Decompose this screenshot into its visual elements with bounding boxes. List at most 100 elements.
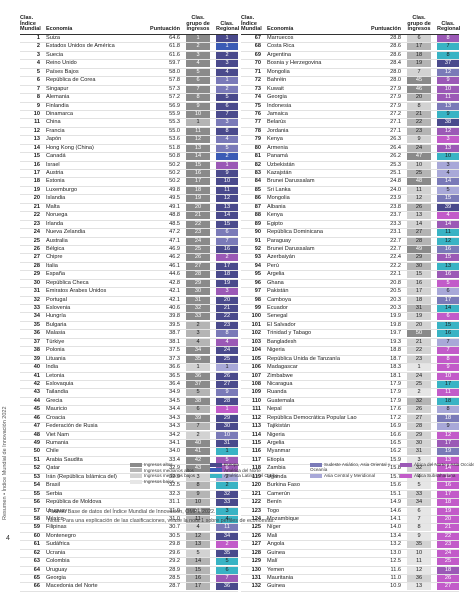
- rank-cell: 128: [251, 549, 261, 556]
- table-row: 127 Angola 13.2 35 23: [241, 541, 459, 550]
- score-cell: 30.5: [169, 532, 180, 539]
- regional-rank: 6: [437, 288, 459, 296]
- rank-cell: 67: [254, 35, 261, 41]
- rank-cell: 61: [33, 541, 40, 548]
- income-group-rank: 19: [407, 60, 431, 68]
- economy-cell: Lituania: [46, 355, 66, 362]
- economy-cell: Georgia: [46, 575, 66, 581]
- score-cell: 58.0: [169, 68, 180, 75]
- economy-cell: Azerbaiyán: [267, 254, 295, 261]
- table-row: 104 Nigeria 18.8 22 7: [241, 347, 459, 356]
- score-cell: 17.2: [390, 414, 401, 421]
- income-group-rank: 23: [186, 229, 210, 237]
- regional-rank: 2: [216, 482, 238, 490]
- table-row: 111 Nepal 17.6 26 8: [241, 406, 459, 415]
- rank-cell: 110: [251, 397, 261, 404]
- table-row: 70 Bosnia y Herzegovina 28.4 19 37: [241, 60, 459, 69]
- score-cell: 27.2: [390, 110, 401, 117]
- income-group-rank: 15: [186, 161, 210, 169]
- economy-cell: República Checa: [46, 279, 89, 286]
- regional-rank: 28: [216, 397, 238, 405]
- regional-rank: 16: [437, 271, 459, 279]
- table-row: 61 Sudáfrica 29.8 13 2: [20, 541, 238, 550]
- table-row: 17 Austria 50.2 16 9: [20, 170, 238, 179]
- economy-cell: Finlandia: [46, 102, 69, 109]
- regional-rank: 5: [216, 94, 238, 102]
- economy-cell: Malasia: [46, 330, 66, 337]
- rank-cell: 35: [33, 321, 40, 328]
- score-cell: 14.6: [390, 507, 401, 514]
- table-row: 120 Burkina Faso 15.6 5 16: [241, 482, 459, 491]
- income-group-rank: 32: [407, 465, 431, 473]
- score-cell: 22.2: [390, 262, 401, 269]
- rank-cell: 114: [251, 431, 261, 438]
- table-row: 122 Benín 14.9 34 18: [241, 499, 459, 508]
- score-cell: 57.2: [169, 94, 180, 101]
- economy-cell: Qatar: [46, 465, 60, 472]
- rank-cell: 91: [254, 237, 261, 244]
- income-group-rank: 16: [186, 575, 210, 583]
- income-group-rank: 14: [407, 220, 431, 228]
- legend-label: América del Norte: [224, 467, 261, 473]
- table-row: 20 Islandia 49.5 19 12: [20, 195, 238, 204]
- economy-cell: Camerún: [267, 490, 291, 497]
- legend-swatch: [130, 473, 142, 478]
- score-cell: 55.0: [169, 127, 180, 134]
- economy-cell: Brunei Darussalam: [267, 245, 315, 252]
- economy-cell: Arabia Saudita: [46, 456, 83, 463]
- score-cell: 24.0: [390, 186, 401, 193]
- rank-cell: 7: [36, 85, 40, 92]
- income-group-rank: 16: [407, 279, 431, 287]
- income-group-rank: 20: [186, 203, 210, 211]
- regional-rank: 6: [216, 465, 238, 473]
- score-cell: 34.3: [169, 414, 180, 421]
- income-group-rank: 19: [407, 313, 431, 321]
- score-cell: 40.6: [169, 305, 180, 311]
- table-row: 106 Madagascar 18.3 1 9: [241, 364, 459, 373]
- score-cell: 19.7: [390, 330, 401, 337]
- economy-cell: Kuwait: [267, 85, 284, 92]
- income-group-rank: 26: [186, 254, 210, 262]
- rank-cell: 5: [36, 68, 40, 75]
- income-group-rank: 13: [407, 583, 431, 591]
- regional-rank: 12: [216, 195, 238, 203]
- regional-rank: 29: [216, 414, 238, 422]
- income-group-rank: 14: [186, 558, 210, 566]
- score-cell: 42.1: [169, 296, 180, 303]
- regional-rank: 3: [437, 136, 459, 144]
- rank-cell: 15: [33, 153, 40, 160]
- economy-cell: Chile: [46, 448, 59, 455]
- header-region: Clas. Regional: [437, 20, 461, 33]
- score-cell: 28.0: [390, 68, 401, 75]
- table-row: 32 Portugal 42.1 31 20: [20, 296, 238, 305]
- rank-cell: 116: [251, 448, 261, 455]
- score-cell: 15.8: [390, 465, 401, 472]
- table-row: 37 Türkiye 38.1 4 4: [20, 338, 238, 348]
- income-group-rank: 1: [186, 35, 210, 43]
- table-row: 30 República Checa 42.8 29 19: [20, 279, 238, 289]
- economy-cell: El Salvador: [267, 321, 296, 328]
- table-row: 38 Polonia 37.5 34 24: [20, 347, 238, 356]
- regional-rank: 15: [437, 195, 459, 203]
- economy-cell: Bosnia y Herzegovina: [267, 60, 322, 67]
- score-cell: 14.1: [390, 515, 401, 522]
- regional-rank: 36: [216, 583, 238, 591]
- economy-cell: Israel: [46, 161, 60, 168]
- legend-item-region: América del Norte: [210, 468, 298, 473]
- header-group: Clas. grupo de ingresos: [186, 15, 210, 33]
- regional-rank: 35: [216, 549, 238, 557]
- regional-rank: 22: [216, 313, 238, 321]
- table-row: 88 Kenya 23.7 13 4: [241, 212, 459, 221]
- economy-cell: Costa Rica: [267, 43, 295, 50]
- economy-cell: Nigeria: [267, 347, 285, 354]
- table-row: 87 Albania 23.8 26 39: [241, 203, 459, 213]
- score-cell: 33.4: [169, 456, 180, 463]
- economy-cell: República de Moldova: [46, 499, 102, 506]
- rank-cell: 71: [254, 68, 261, 75]
- table-row: 7 Singapur 57.3 7 2: [20, 85, 238, 95]
- regional-rank: 17: [437, 490, 459, 498]
- rank-cell: 16: [33, 161, 40, 168]
- income-group-rank: 12: [407, 566, 431, 574]
- income-group-rank: 20: [407, 94, 431, 102]
- rank-cell: 28: [33, 262, 40, 269]
